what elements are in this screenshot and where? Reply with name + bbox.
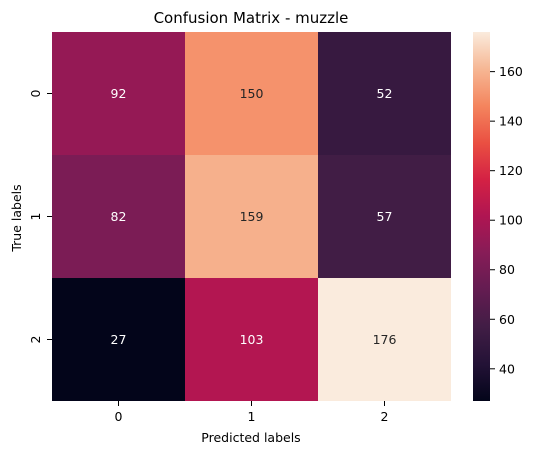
cell-value-label: 52 <box>377 86 393 101</box>
heatmap-cell <box>185 278 318 401</box>
cell-value-label: 27 <box>111 332 127 347</box>
y-tick-label: 2 <box>28 336 43 344</box>
x-tick-label: 2 <box>381 409 389 424</box>
cell-value-label: 150 <box>240 86 264 101</box>
heatmap-cell <box>185 155 318 278</box>
y-tick-label: 1 <box>28 213 43 221</box>
x-axis-label: Predicted labels <box>201 430 300 445</box>
colorbar-tick-label: 60 <box>499 312 515 327</box>
cell-value-label: 57 <box>377 209 393 224</box>
colorbar-tick-label: 40 <box>499 361 515 376</box>
cell-value-label: 176 <box>373 332 397 347</box>
y-tick-label: 0 <box>28 89 43 97</box>
heatmap-cell <box>318 155 451 278</box>
cell-value-label: 103 <box>240 332 264 347</box>
heatmap-cell <box>52 32 185 155</box>
heatmap-cell <box>52 278 185 401</box>
heatmap-grid: 92 150 52 82 159 57 27 103 176 <box>52 32 451 401</box>
cell-value-label: 82 <box>111 209 127 224</box>
x-axis: 0 1 2 <box>115 401 389 424</box>
colorbar-tick-label: 140 <box>499 114 523 129</box>
heatmap-cell <box>185 32 318 155</box>
y-axis: 0 1 2 <box>28 89 52 343</box>
colorbar <box>473 32 490 401</box>
heatmap-cell <box>318 32 451 155</box>
colorbar-tick-label: 100 <box>499 213 523 228</box>
x-tick-label: 1 <box>248 409 256 424</box>
cell-value-label: 159 <box>240 209 264 224</box>
heatmap-cell <box>318 278 451 401</box>
colorbar-tick-label: 160 <box>499 64 523 79</box>
cell-value-label: 92 <box>111 86 127 101</box>
colorbar-axis: 40 60 80 100 120 140 160 <box>490 64 523 376</box>
colorbar-tick-label: 120 <box>499 163 523 178</box>
heatmap-cell <box>52 155 185 278</box>
chart-title: Confusion Matrix - muzzle <box>154 9 349 27</box>
colorbar-tick-label: 80 <box>499 262 515 277</box>
y-axis-label: True labels <box>9 184 24 252</box>
x-tick-label: 0 <box>115 409 123 424</box>
